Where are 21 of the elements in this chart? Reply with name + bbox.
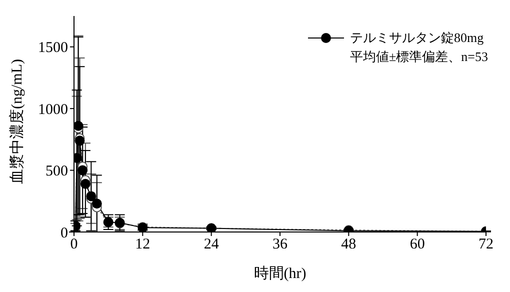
y-tick-label: 500	[46, 164, 68, 180]
point	[92, 198, 102, 209]
x-tick-label: 60	[410, 236, 425, 253]
y-tick-label: 0	[60, 225, 68, 242]
y-tick-label: 1000	[38, 102, 68, 118]
x-tick-label: 24	[204, 236, 220, 253]
point	[86, 191, 96, 202]
x-tick-label: 48	[341, 236, 356, 253]
y-tick-label: 1500	[38, 40, 68, 56]
point	[74, 136, 85, 146]
point	[80, 178, 90, 189]
x-tick-label: 72	[478, 236, 494, 253]
annotation: 平均値±標準偏差、n=53	[350, 48, 488, 66]
x-axis-title: 時間(hr)	[254, 265, 306, 282]
point	[78, 165, 88, 176]
y-axis-title: 血漿中濃度(ng/mL)	[8, 59, 26, 184]
point	[74, 120, 84, 131]
x-tick-label: 36	[272, 236, 288, 253]
legend-label: テルミサルタン錠80mg	[350, 29, 484, 47]
x-tick-label: 0	[70, 236, 78, 253]
x-tick-label: 12	[135, 236, 150, 253]
